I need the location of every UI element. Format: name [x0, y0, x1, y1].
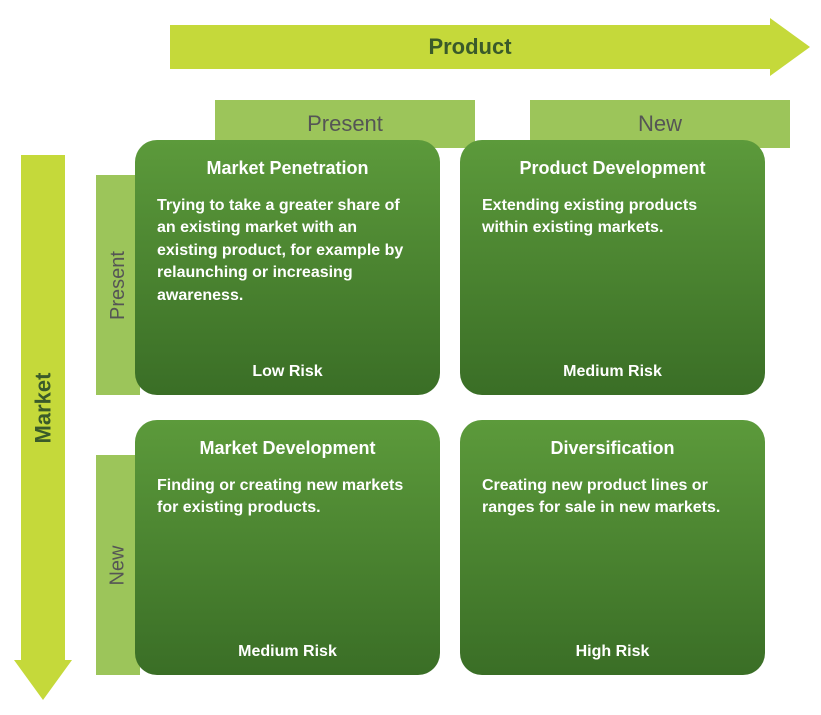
x-axis-arrow-head	[770, 18, 810, 76]
quadrant-title: Market Development	[157, 438, 418, 459]
row-header-present: Present	[96, 175, 140, 395]
y-axis-label: Market	[30, 372, 56, 443]
quadrant-body: Finding or creating new markets for exis…	[157, 475, 418, 643]
quadrant-title: Market Penetration	[157, 158, 418, 179]
column-header-label: New	[638, 111, 682, 137]
quadrant-body: Trying to take a greater share of an exi…	[157, 195, 418, 363]
quadrant-body: Creating new product lines or ranges for…	[482, 475, 743, 643]
quadrant-risk: Medium Risk	[157, 643, 418, 661]
quadrant-risk: Medium Risk	[482, 363, 743, 381]
row-header-label: New	[106, 545, 129, 585]
x-axis-arrow-bar: Product	[170, 25, 770, 69]
quadrant-market-penetration: Market Penetration Trying to take a grea…	[135, 140, 440, 395]
row-header-new: New	[96, 455, 140, 675]
y-axis-arrow-head	[14, 660, 72, 700]
x-axis-arrow: Product	[170, 18, 810, 76]
quadrant-title: Product Development	[482, 158, 743, 179]
quadrant-product-development: Product Development Extending existing p…	[460, 140, 765, 395]
quadrant-risk: High Risk	[482, 643, 743, 661]
quadrant-market-development: Market Development Finding or creating n…	[135, 420, 440, 675]
y-axis-arrow-bar: Market	[21, 155, 65, 660]
row-header-label: Present	[107, 251, 130, 320]
x-axis-label: Product	[428, 34, 511, 60]
column-header-label: Present	[307, 111, 383, 137]
y-axis-arrow: Market	[14, 155, 72, 700]
quadrant-title: Diversification	[482, 438, 743, 459]
quadrant-body: Extending existing products within exist…	[482, 195, 743, 363]
quadrant-diversification: Diversification Creating new product lin…	[460, 420, 765, 675]
ansoff-matrix: Product Market Present New Present New M…	[0, 0, 821, 715]
quadrant-risk: Low Risk	[157, 363, 418, 381]
